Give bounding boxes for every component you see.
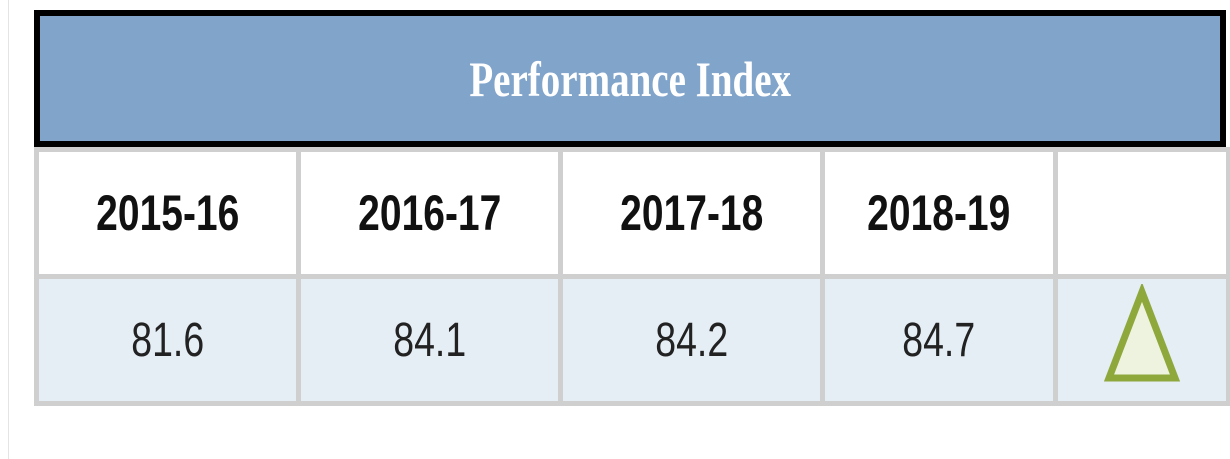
page-edge — [0, 0, 9, 459]
value-cell: 81.6 — [34, 274, 301, 406]
table-title: Performance Index — [34, 10, 1226, 147]
header-text: 2015-16 — [95, 185, 240, 241]
header-cell — [1053, 147, 1230, 279]
header-text: 2018-19 — [867, 185, 1011, 241]
value-cell: 84.2 — [558, 274, 825, 406]
title-text: Performance Index — [469, 50, 791, 107]
header-cell: 2016-17 — [296, 147, 563, 279]
value-text: 84.1 — [393, 313, 466, 367]
value-text: 84.2 — [655, 313, 728, 367]
header-cell: 2018-19 — [820, 147, 1058, 279]
value-cell: 84.7 — [820, 274, 1058, 406]
header-text: 2016-17 — [357, 185, 502, 241]
table-body: 2015-16 2016-17 2017-18 2018-19 81.6 84.… — [34, 147, 1230, 406]
value-row: 81.6 84.1 84.2 84.7 — [34, 274, 1230, 406]
performance-table: Performance Index 2015-16 2016-17 2017-1… — [34, 10, 1230, 406]
header-cell: 2015-16 — [34, 147, 301, 279]
trend-triangle — [1103, 282, 1181, 382]
value-text: 84.7 — [902, 313, 976, 367]
header-cell: 2017-18 — [558, 147, 825, 279]
header-row: 2015-16 2016-17 2017-18 2018-19 — [34, 147, 1230, 279]
value-cell: 84.1 — [296, 274, 563, 406]
value-text: 81.6 — [131, 313, 204, 367]
header-text: 2017-18 — [619, 185, 764, 241]
trend-cell — [1053, 274, 1230, 406]
